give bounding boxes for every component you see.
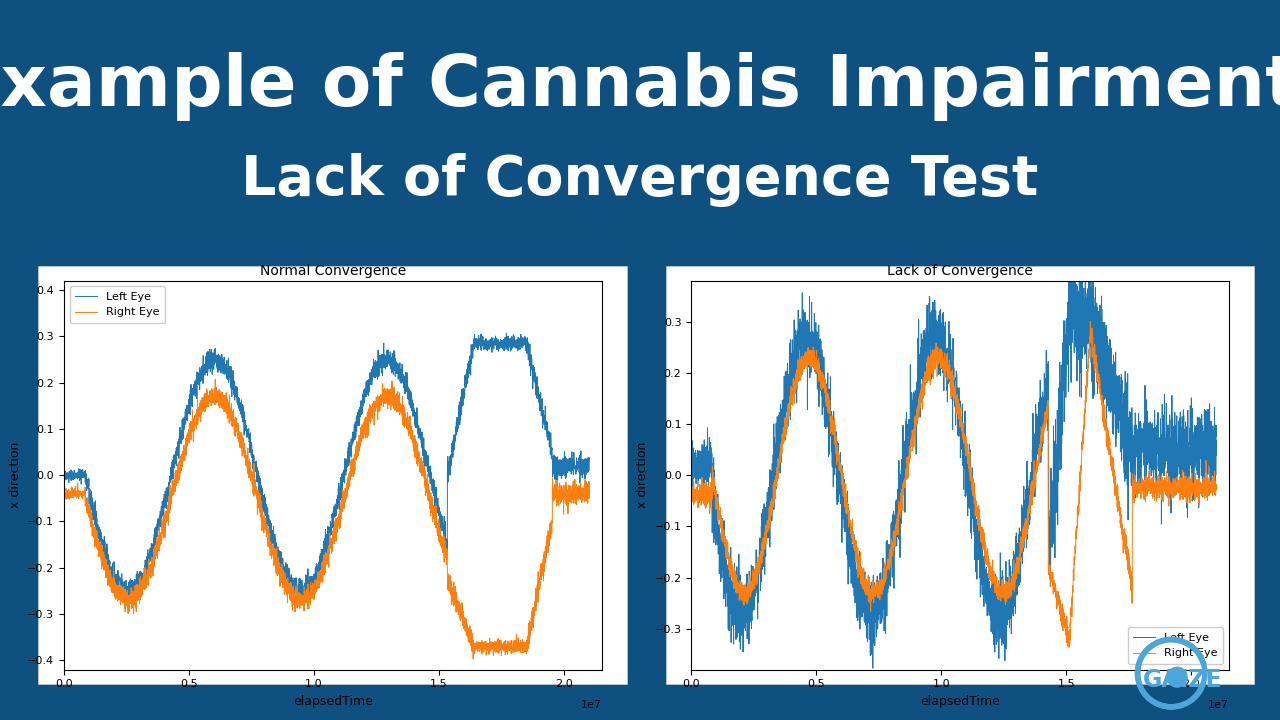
Left Eye (909, 450, 924, 459)
Legend: Left Eye, Right Eye: Left Eye, Right Eye (69, 287, 165, 323)
Title: Lack of Convergence: Lack of Convergence (887, 264, 1033, 278)
Line: Left Eye: Left Eye (691, 238, 1216, 668)
Right Eye (207, 375, 223, 384)
Title: Normal Convergence: Normal Convergence (260, 264, 406, 278)
Left Eye (1208, 432, 1224, 441)
Left Eye (933, 347, 948, 356)
Line: Right Eye: Right Eye (64, 379, 589, 659)
Left Eye (566, 468, 581, 477)
Right Eye (276, 587, 292, 595)
Right Eye (933, 354, 948, 362)
Left Eye (56, 469, 72, 478)
Text: 1e7: 1e7 (581, 700, 602, 710)
Left Eye (865, 664, 881, 672)
Left Eye (904, 428, 919, 437)
Left Eye (291, 598, 306, 607)
Right Eye (581, 478, 596, 487)
Right Eye (1065, 585, 1080, 593)
Left Eye (1065, 310, 1080, 319)
Right Eye (566, 477, 581, 485)
Right Eye (1083, 317, 1098, 325)
Left Eye (581, 454, 596, 462)
Right Eye (904, 442, 919, 451)
Left Eye (1166, 461, 1181, 469)
Right Eye (438, 553, 453, 562)
Right Eye (1193, 477, 1208, 486)
Left Eye (539, 433, 554, 441)
Right Eye (56, 490, 72, 498)
Right Eye (684, 495, 699, 503)
X-axis label: elapsedTime: elapsedTime (293, 695, 372, 708)
Text: Lack of Convergence Test: Lack of Convergence Test (242, 153, 1038, 207)
Left Eye (306, 581, 321, 590)
Text: GAIZE: GAIZE (1143, 668, 1222, 693)
X-axis label: elapsedTime: elapsedTime (920, 695, 1000, 708)
Right Eye (1208, 480, 1224, 489)
Left Eye (276, 574, 292, 582)
Left Eye (1074, 233, 1089, 242)
Right Eye (1166, 490, 1181, 498)
Text: 1e7: 1e7 (1208, 700, 1229, 710)
Right Eye (1061, 643, 1076, 652)
Right Eye (306, 584, 321, 593)
Left Eye (499, 329, 515, 338)
Circle shape (1167, 667, 1187, 687)
Right Eye (282, 579, 297, 588)
Right Eye (466, 654, 481, 663)
Text: Example of Cannabis Impairment:: Example of Cannabis Impairment: (0, 52, 1280, 121)
Left Eye (282, 586, 297, 595)
Left Eye (438, 531, 453, 540)
Left Eye (684, 459, 699, 467)
Right Eye (539, 531, 554, 540)
Line: Right Eye: Right Eye (691, 321, 1216, 647)
Y-axis label: x direction: x direction (9, 442, 22, 508)
Right Eye (909, 418, 924, 427)
Left Eye (1193, 447, 1208, 456)
Y-axis label: x direction: x direction (636, 442, 649, 508)
Line: Left Eye: Left Eye (64, 333, 589, 603)
Legend: Left Eye, Right Eye: Left Eye, Right Eye (1128, 627, 1224, 664)
